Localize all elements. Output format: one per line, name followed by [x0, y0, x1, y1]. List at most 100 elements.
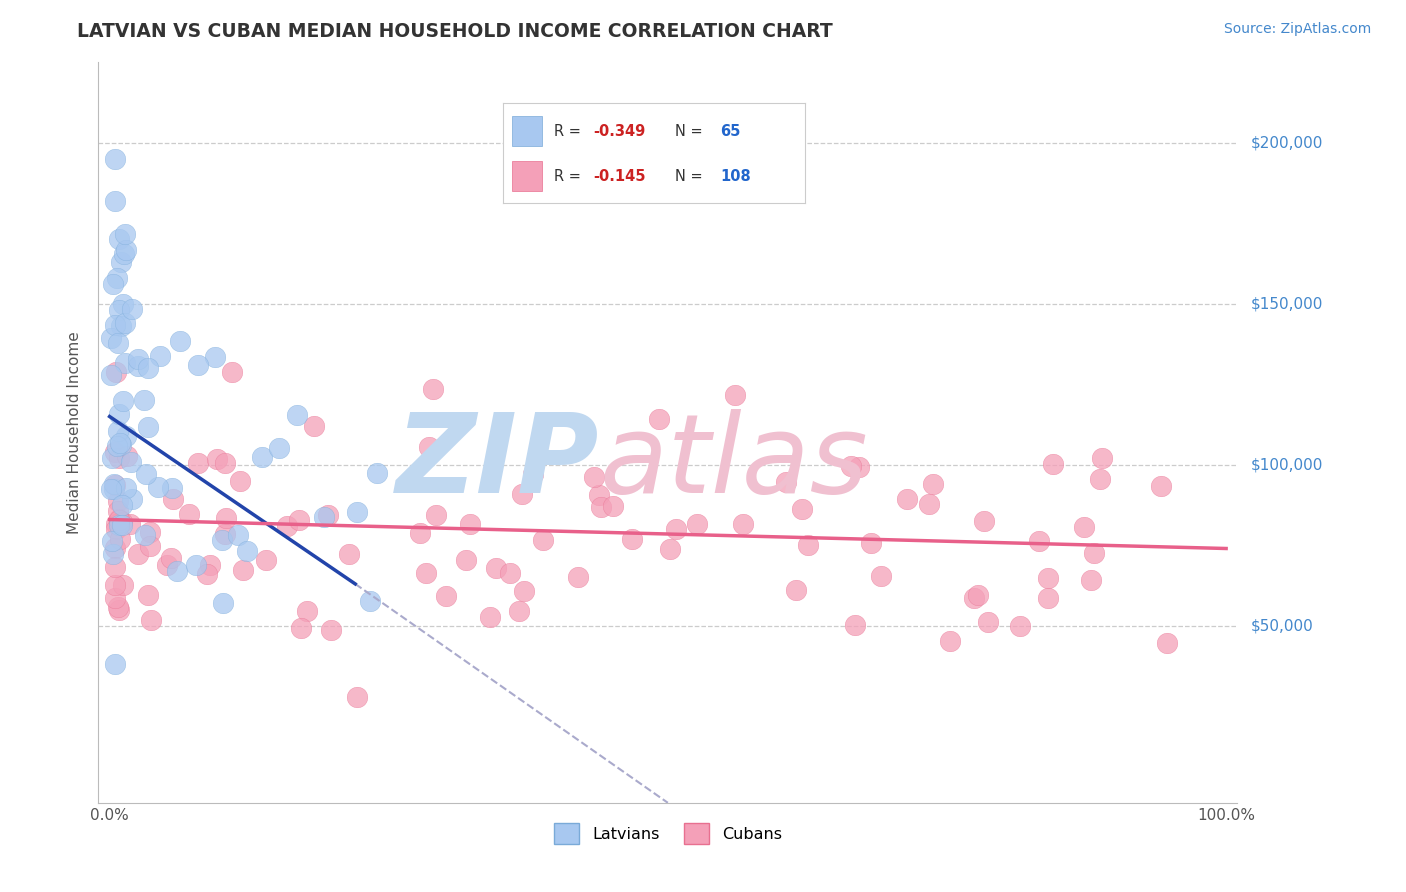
Cubans: [621, 532, 644, 546]
Cubans: [522, 467, 544, 481]
Cubans: [418, 440, 440, 454]
Cubans: [533, 533, 555, 548]
Latvians: [111, 297, 134, 311]
Latvians: [312, 510, 335, 524]
Latvians: [267, 441, 290, 455]
Cubans: [179, 508, 201, 522]
Latvians: [114, 356, 136, 370]
Cubans: [107, 513, 129, 527]
Cubans: [1091, 450, 1114, 465]
Cubans: [160, 550, 183, 565]
Cubans: [104, 591, 127, 606]
Latvians: [114, 316, 136, 330]
Cubans: [107, 493, 129, 508]
Latvians: [187, 358, 209, 372]
Cubans: [425, 508, 447, 522]
Latvians: [146, 480, 169, 494]
Cubans: [775, 475, 797, 489]
Cubans: [104, 516, 127, 531]
Latvians: [211, 533, 233, 547]
Cubans: [485, 561, 508, 575]
Cubans: [162, 491, 184, 506]
Latvians: [112, 247, 135, 261]
Cubans: [415, 566, 437, 580]
Latvians: [111, 518, 134, 533]
Cubans: [686, 516, 709, 531]
Cubans: [409, 526, 432, 541]
Latvians: [115, 243, 138, 257]
Cubans: [254, 553, 277, 567]
Cubans: [117, 449, 139, 463]
Cubans: [288, 513, 311, 527]
Cubans: [648, 412, 671, 426]
Cubans: [1073, 520, 1095, 534]
Latvians: [121, 491, 143, 506]
Cubans: [104, 541, 127, 555]
Legend: Latvians, Cubans: Latvians, Cubans: [547, 817, 789, 850]
Cubans: [665, 522, 688, 536]
Latvians: [127, 359, 149, 374]
Cubans: [844, 618, 866, 632]
Latvians: [132, 392, 155, 407]
Cubans: [108, 516, 131, 530]
Latvians: [136, 420, 159, 434]
Latvians: [103, 277, 125, 291]
Cubans: [1156, 636, 1178, 650]
Cubans: [214, 456, 236, 470]
Latvians: [366, 466, 388, 480]
Latvians: [114, 227, 136, 241]
Cubans: [848, 459, 870, 474]
Latvians: [110, 438, 132, 452]
Cubans: [276, 519, 298, 533]
Text: $100,000: $100,000: [1251, 458, 1323, 472]
Latvians: [105, 440, 128, 454]
Cubans: [105, 365, 128, 379]
Cubans: [869, 569, 891, 583]
Cubans: [205, 451, 228, 466]
Latvians: [110, 319, 132, 334]
Cubans: [107, 599, 129, 614]
Cubans: [792, 501, 814, 516]
Latvians: [104, 318, 127, 333]
Cubans: [976, 615, 998, 630]
Latvians: [108, 407, 131, 421]
Cubans: [589, 500, 612, 514]
Latvians: [162, 482, 184, 496]
Cubans: [508, 604, 530, 618]
Latvians: [252, 450, 274, 464]
Latvians: [228, 528, 250, 542]
Cubans: [104, 559, 127, 574]
Text: $200,000: $200,000: [1251, 136, 1323, 151]
Latvians: [236, 544, 259, 558]
Cubans: [1083, 546, 1105, 560]
Latvians: [101, 534, 124, 549]
Cubans: [939, 633, 962, 648]
Cubans: [214, 527, 236, 541]
Latvians: [359, 594, 381, 608]
Cubans: [319, 623, 342, 637]
Latvians: [212, 596, 235, 610]
Cubans: [859, 536, 882, 550]
Cubans: [434, 589, 457, 603]
Latvians: [115, 482, 138, 496]
Cubans: [422, 382, 444, 396]
Latvians: [104, 194, 127, 208]
Latvians: [121, 302, 143, 317]
Cubans: [295, 603, 318, 617]
Cubans: [839, 459, 862, 474]
Cubans: [221, 365, 243, 379]
Cubans: [1150, 479, 1173, 493]
Cubans: [785, 582, 807, 597]
Latvians: [107, 303, 129, 318]
Cubans: [588, 488, 610, 502]
Cubans: [796, 538, 818, 552]
Cubans: [973, 514, 995, 528]
Cubans: [499, 566, 522, 580]
Cubans: [921, 476, 943, 491]
Cubans: [337, 547, 360, 561]
Latvians: [134, 528, 156, 542]
Cubans: [602, 499, 624, 513]
Latvians: [115, 429, 138, 443]
Cubans: [104, 478, 127, 492]
Cubans: [198, 558, 221, 572]
